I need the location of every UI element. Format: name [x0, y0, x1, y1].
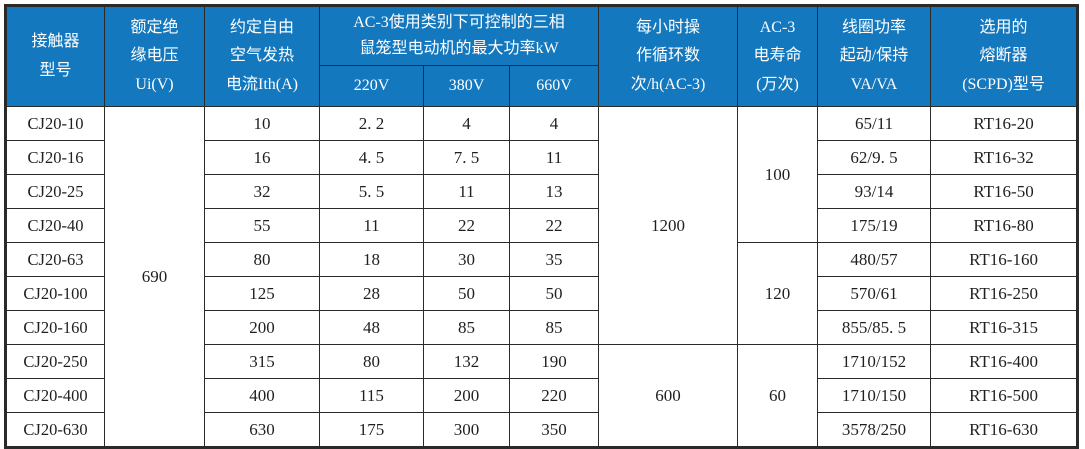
header-660v: 660V — [508, 65, 600, 107]
power-380v-cell: 132 — [423, 344, 510, 379]
life-cell: 60 — [737, 344, 819, 448]
fuse-cell: RT16-160 — [930, 242, 1079, 277]
power-220v-cell: 175 — [319, 412, 424, 448]
fuse-cell: RT16-315 — [930, 310, 1079, 345]
table-row: CJ20-400 400 115 200 220 1710/150 RT16-5… — [5, 378, 1079, 413]
header-220v: 220V — [319, 65, 424, 107]
coil-power-cell: 93/14 — [817, 174, 932, 209]
model-cell: CJ20-250 — [5, 344, 105, 379]
power-380v-cell: 300 — [423, 412, 510, 448]
power-220v-cell: 115 — [319, 378, 424, 413]
table-row: CJ20-10 690 10 2. 2 4 4 1200 100 65/11 R… — [5, 106, 1079, 448]
cycles-cell: 600 — [598, 344, 739, 448]
power-660v-cell: 85 — [508, 310, 600, 345]
insulation-voltage-cell: 690 — [104, 106, 205, 448]
thermal-current-cell: 32 — [204, 174, 320, 209]
power-220v-cell: 5. 5 — [319, 174, 424, 209]
model-cell: CJ20-25 — [5, 174, 105, 209]
coil-power-cell: 62/9. 5 — [817, 140, 932, 175]
header-fuse-type: 选用的 熔断器 (SCPD)型号 — [930, 5, 1079, 107]
power-380v-cell: 50 — [423, 276, 510, 311]
table-row: CJ20-63 80 18 30 35 120 480/57 RT16-160 — [5, 242, 1079, 345]
model-cell: CJ20-10 — [5, 106, 105, 141]
thermal-current-cell: 400 — [204, 378, 320, 413]
table-row: CJ20-100 125 28 50 50 570/61 RT16-250 — [5, 276, 1079, 311]
power-220v-cell: 18 — [319, 242, 424, 277]
model-cell: CJ20-16 — [5, 140, 105, 175]
coil-power-cell: 480/57 — [817, 242, 932, 277]
model-cell: CJ20-40 — [5, 208, 105, 243]
thermal-current-cell: 16 — [204, 140, 320, 175]
power-660v-cell: 11 — [508, 140, 600, 175]
fuse-cell: RT16-50 — [930, 174, 1079, 209]
coil-power-cell: 570/61 — [817, 276, 932, 311]
power-220v-cell: 80 — [319, 344, 424, 379]
table-body: CJ20-10 690 10 2. 2 4 4 1200 100 65/11 R… — [5, 106, 1079, 448]
power-660v-cell: 13 — [508, 174, 600, 209]
coil-power-cell: 175/19 — [817, 208, 932, 243]
life-cell: 120 — [737, 242, 819, 345]
fuse-cell: RT16-250 — [930, 276, 1079, 311]
thermal-current-cell: 55 — [204, 208, 320, 243]
power-220v-cell: 48 — [319, 310, 424, 345]
coil-power-cell: 1710/150 — [817, 378, 932, 413]
thermal-current-cell: 80 — [204, 242, 320, 277]
power-220v-cell: 11 — [319, 208, 424, 243]
power-660v-cell: 35 — [508, 242, 600, 277]
table-row: CJ20-40 55 11 22 22 175/19 RT16-80 — [5, 208, 1079, 243]
power-220v-cell: 28 — [319, 276, 424, 311]
power-220v-cell: 2. 2 — [319, 106, 424, 141]
power-380v-cell: 4 — [423, 106, 510, 141]
thermal-current-cell: 200 — [204, 310, 320, 345]
power-660v-cell: 220 — [508, 378, 600, 413]
model-cell: CJ20-630 — [5, 412, 105, 448]
power-660v-cell: 190 — [508, 344, 600, 379]
header-insulation-voltage: 额定绝 缘电压 Ui(V) — [104, 5, 205, 107]
power-380v-cell: 7. 5 — [423, 140, 510, 175]
contactor-spec-table: 接触器 型号 额定绝 缘电压 Ui(V) 约定自由 空气发热 电流Ith(A) … — [4, 4, 1080, 449]
fuse-cell: RT16-80 — [930, 208, 1079, 243]
table-row: CJ20-16 16 4. 5 7. 5 11 62/9. 5 RT16-32 — [5, 140, 1079, 175]
coil-power-cell: 1710/152 — [817, 344, 932, 379]
model-cell: CJ20-400 — [5, 378, 105, 413]
fuse-cell: RT16-400 — [930, 344, 1079, 379]
header-coil-power: 线圈功率 起动/保持 VA/VA — [817, 5, 932, 107]
fuse-cell: RT16-500 — [930, 378, 1079, 413]
power-380v-cell: 85 — [423, 310, 510, 345]
model-cell: CJ20-100 — [5, 276, 105, 311]
coil-power-cell: 65/11 — [817, 106, 932, 141]
power-380v-cell: 200 — [423, 378, 510, 413]
thermal-current-cell: 10 — [204, 106, 320, 141]
page: 接触器 型号 额定绝 缘电压 Ui(V) 约定自由 空气发热 电流Ith(A) … — [4, 4, 1080, 449]
fuse-cell: RT16-32 — [930, 140, 1079, 175]
model-cell: CJ20-160 — [5, 310, 105, 345]
life-cell: 100 — [737, 106, 819, 243]
model-cell: CJ20-63 — [5, 242, 105, 277]
power-660v-cell: 350 — [508, 412, 600, 448]
coil-power-cell: 855/85. 5 — [817, 310, 932, 345]
power-660v-cell: 22 — [508, 208, 600, 243]
fuse-cell: RT16-630 — [930, 412, 1079, 448]
power-220v-cell: 4. 5 — [319, 140, 424, 175]
table-row: CJ20-250 315 80 132 190 600 60 1710/152 … — [5, 344, 1079, 448]
thermal-current-cell: 630 — [204, 412, 320, 448]
coil-power-cell: 3578/250 — [817, 412, 932, 448]
power-380v-cell: 11 — [423, 174, 510, 209]
table-row: CJ20-25 32 5. 5 11 13 93/14 RT16-50 — [5, 174, 1079, 209]
power-660v-cell: 50 — [508, 276, 600, 311]
header-ac3-max-power: AC-3使用类别下可控制的三相 鼠笼型电动机的最大功率kW — [318, 5, 600, 66]
power-380v-cell: 22 — [423, 208, 510, 243]
table-header: 接触器 型号 额定绝 缘电压 Ui(V) 约定自由 空气发热 电流Ith(A) … — [5, 5, 1079, 107]
cycles-cell: 1200 — [598, 106, 739, 345]
power-380v-cell: 30 — [423, 242, 510, 277]
thermal-current-cell: 125 — [204, 276, 320, 311]
header-cycles-per-hour: 每小时操 作循环数 次/h(AC-3) — [598, 5, 739, 107]
header-380v: 380V — [423, 65, 510, 107]
fuse-cell: RT16-20 — [930, 106, 1079, 141]
power-660v-cell: 4 — [508, 106, 600, 141]
thermal-current-cell: 315 — [204, 344, 320, 379]
header-model: 接触器 型号 — [5, 5, 105, 107]
header-electrical-life: AC-3 电寿命 (万次) — [737, 5, 819, 107]
header-thermal-current: 约定自由 空气发热 电流Ith(A) — [204, 5, 320, 107]
